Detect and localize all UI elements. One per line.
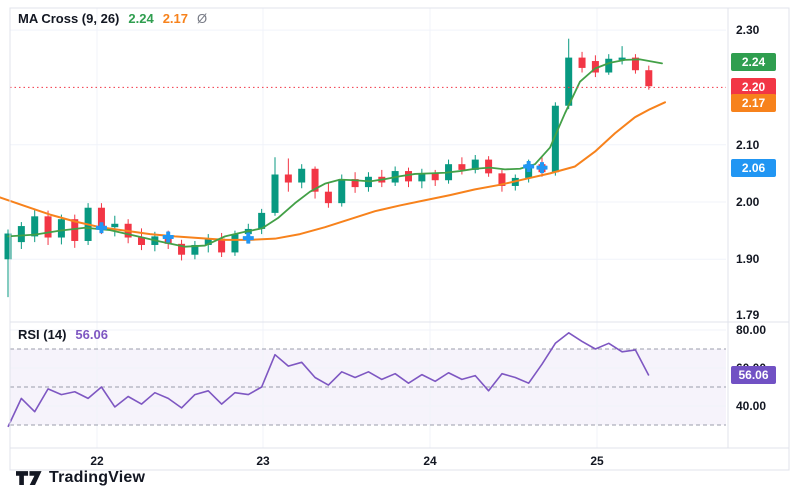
candle-up [605,58,613,73]
candle-down [138,237,145,245]
candle-up [471,159,479,170]
price-badge-2.20: 2.20 [731,78,776,97]
candle-down [44,216,52,238]
candle-up [258,212,266,229]
price-axis-label: 1.79 [736,308,760,322]
rsi-value: 56.06 [75,327,108,342]
rsi-axis-label: 80.00 [736,323,767,337]
rsi-line [7,332,650,428]
chart-border [9,7,790,471]
candle-down [284,174,292,183]
rsi-legend-title: RSI (14) [18,327,67,342]
rsi-legend: RSI (14) 56.06 [18,327,108,342]
ma-cross-marker [540,162,544,174]
rsi-value-badge: 56.06 [731,366,776,385]
candle-down [458,164,466,170]
price-axis-label: 2.10 [736,137,760,152]
candle-up [618,57,626,60]
candle-up [231,234,239,253]
candle-up [298,168,306,183]
candle-down [631,57,639,71]
candle-down [498,173,506,186]
candle-down [324,191,332,204]
candle-up [271,174,279,213]
ma-fast-line [7,58,663,248]
time-label-22: 22 [90,454,104,468]
candle-down [97,207,105,228]
tradingview-logo-icon [16,470,42,485]
time-label-23: 23 [256,454,270,468]
candle-down [218,238,226,253]
candle-up [338,179,346,204]
candle-down [311,168,319,192]
candle-down [431,173,439,181]
candle-up [191,244,199,255]
candle-up [57,219,65,238]
ma-slow-line [0,101,666,241]
ma-cross-marker [166,231,171,243]
ma-cross-marker [246,232,251,244]
ma-slow-value: 2.17 [162,11,189,26]
candle-up [551,105,559,173]
candle-down [71,219,79,241]
candle-down [405,171,412,182]
candle-down [351,179,359,188]
candle-down [178,243,186,255]
price-axis-label: 2.00 [736,195,760,209]
price-badge-2.24: 2.24 [731,53,776,72]
time-axis[interactable]: 22 23 24 25 [0,452,800,470]
candle-up [17,226,25,243]
candle-down [485,159,493,174]
price-badge-2.06: 2.06 [731,158,776,177]
ma-cross-legend-title: MA Cross (9, 26) [18,11,120,26]
candle-down [591,61,599,73]
ma-cross-marker [526,160,531,172]
tradingview-logo[interactable]: TradingView [16,469,145,487]
price-axis-label: 2.30 [736,23,760,38]
indicator-source-icon[interactable]: Ø [197,11,208,26]
tradingview-wordmark: TradingView [49,469,146,486]
candle-down [578,57,586,68]
price-badge-2.17: 2.17 [731,94,776,113]
candle-up [111,223,119,228]
ma-cross-marker [99,222,104,234]
candle-down [645,70,653,87]
candle-up [31,216,39,237]
time-label-24: 24 [423,454,437,468]
ma-fast-value: 2.24 [128,11,154,26]
candle-up [418,173,426,182]
price-axis-label: 1.90 [736,252,760,267]
time-label-25: 25 [590,454,604,468]
candle-up [4,233,12,260]
candle-up [565,57,573,106]
ma-cross-legend: MA Cross (9, 26) 2.24 2.17 Ø [18,11,207,26]
candle-up [204,238,212,245]
rsi-axis-label: 40.00 [736,399,767,413]
